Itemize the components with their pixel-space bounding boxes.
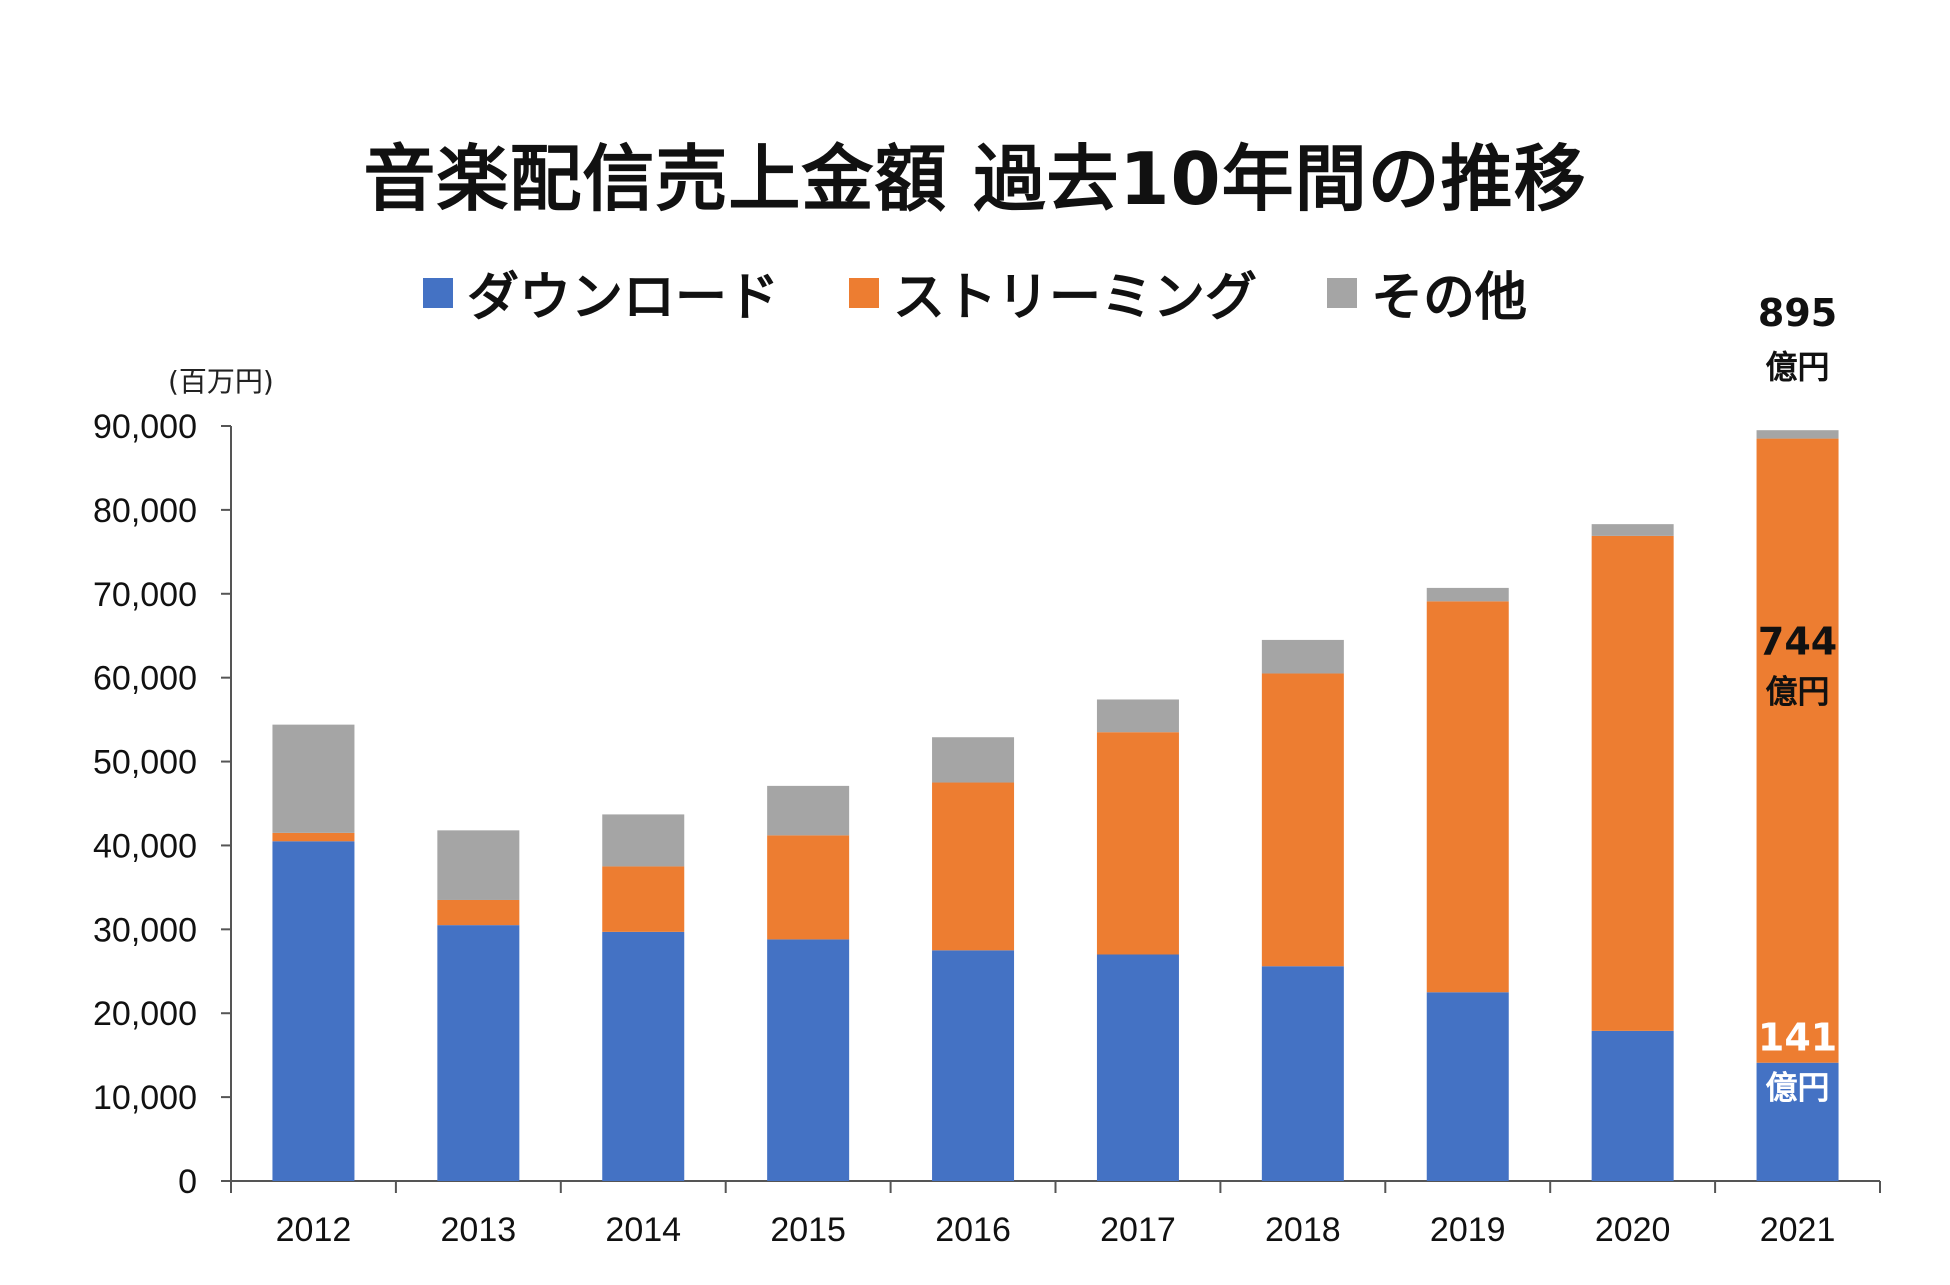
bar-segment-download: [1261, 966, 1344, 1181]
bar-segment-streaming: [1591, 535, 1674, 1031]
bar-segment-download: [437, 925, 520, 1181]
y-tick-label: 90,000: [93, 408, 197, 446]
annotation-unit: 億円: [1766, 348, 1830, 386]
bar-segment-other: [1096, 699, 1179, 733]
legend: ダウンロード ストリーミング その他: [0, 255, 1950, 330]
y-tick-label: 70,000: [93, 576, 197, 614]
bar-segment-download: [767, 939, 850, 1181]
bar-segment-other: [602, 814, 685, 867]
legend-item-download: ダウンロード: [422, 255, 779, 330]
bar-segment-streaming: [767, 835, 850, 940]
y-tick-label: 20,000: [93, 995, 197, 1033]
bar-segment-streaming: [1426, 601, 1509, 993]
bar-segment-download: [602, 931, 685, 1181]
annotation-value: 895: [1758, 291, 1837, 335]
y-tick-label: 10,000: [93, 1079, 197, 1117]
y-tick-label: 60,000: [93, 660, 197, 698]
bar-segment-other: [272, 724, 355, 833]
x-tick-label: 2014: [605, 1211, 681, 1249]
bar-segment-other: [1426, 587, 1509, 602]
legend-label-download: ダウンロード: [466, 268, 779, 328]
bar-segment-other: [932, 737, 1015, 783]
legend-swatch-download: [422, 277, 453, 308]
bar-segment-streaming: [437, 899, 520, 926]
bar-segment-streaming: [1096, 732, 1179, 955]
y-tick-label: 40,000: [93, 827, 197, 865]
annotation-unit: 億円: [1766, 673, 1830, 711]
x-tick-label: 2019: [1430, 1211, 1506, 1249]
legend-swatch-other: [1327, 277, 1357, 308]
bar-segment-streaming: [1261, 673, 1344, 967]
bar-segment-download: [1096, 954, 1179, 1181]
chart-title: 音楽配信売上金額 過去10年間の推移: [363, 137, 1587, 221]
legend-label-other: その他: [1371, 268, 1528, 328]
bar-segment-download: [932, 950, 1015, 1181]
bar-segment-streaming: [932, 782, 1015, 951]
bar-segment-other: [767, 785, 850, 836]
x-tick-label: 2021: [1760, 1211, 1836, 1249]
bar-segment-download: [1426, 992, 1509, 1181]
x-tick-label: 2012: [276, 1211, 352, 1249]
x-tick-label: 2013: [441, 1211, 517, 1249]
x-tick-label: 2020: [1595, 1211, 1671, 1249]
x-tick-label: 2016: [935, 1211, 1011, 1249]
y-tick-label: 80,000: [93, 492, 197, 530]
bar-segment-download: [272, 841, 355, 1181]
bar-segment-streaming: [1756, 438, 1839, 1063]
bar-segment-streaming: [602, 866, 685, 932]
unit-label: (百万円): [168, 365, 274, 398]
annotation-value: 744: [1758, 620, 1837, 664]
bar-segment-download: [1756, 1062, 1839, 1181]
annotation-value: 141: [1758, 1016, 1837, 1060]
x-tick-label: 2015: [770, 1211, 846, 1249]
y-tick-label: 50,000: [93, 744, 197, 782]
bar-segment-other: [1756, 430, 1839, 439]
bar-segment-other: [1591, 524, 1674, 536]
annotation-unit: 億円: [1766, 1069, 1830, 1107]
bar-segment-streaming: [272, 832, 355, 842]
legend-label-streaming: ストリーミング: [892, 268, 1257, 328]
legend-item-streaming: ストリーミング: [848, 255, 1257, 330]
bar-segment-other: [1261, 639, 1344, 674]
y-tick-label: 30,000: [93, 911, 197, 949]
x-tick-label: 2018: [1265, 1211, 1341, 1249]
x-tick-label: 2017: [1100, 1211, 1176, 1249]
bar-segment-download: [1591, 1030, 1674, 1181]
legend-swatch-streaming: [848, 277, 879, 308]
bar-segment-other: [437, 830, 520, 900]
y-tick-label: 0: [178, 1163, 197, 1201]
legend-item-other: その他: [1327, 255, 1527, 330]
